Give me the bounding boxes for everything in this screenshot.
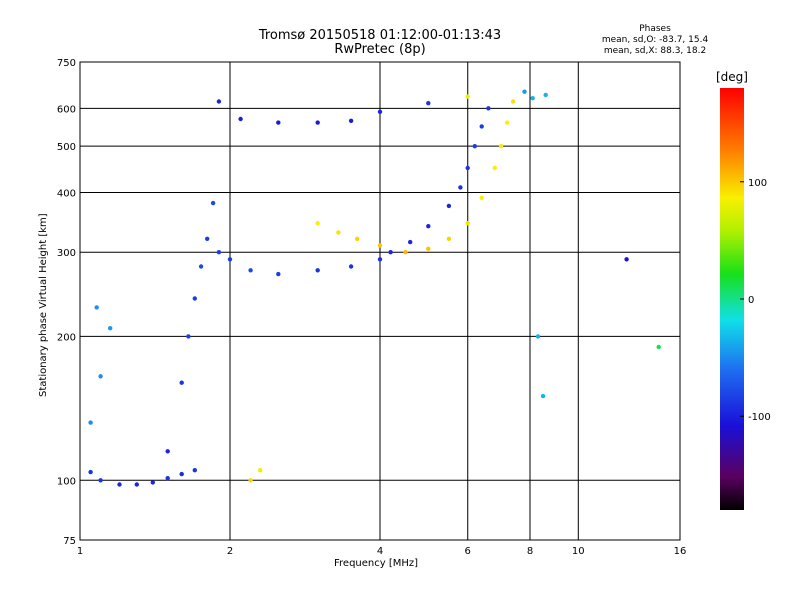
data-point bbox=[276, 271, 281, 277]
data-point bbox=[210, 200, 216, 206]
data-point bbox=[348, 264, 354, 269]
data-point bbox=[134, 482, 139, 487]
phase-stats-o: mean, sd,O: -83.7, 15.4 bbox=[601, 35, 709, 45]
data-point bbox=[522, 89, 527, 94]
x-tick-label: 1 bbox=[77, 546, 83, 557]
y-tick-label: 200 bbox=[57, 332, 76, 343]
y-tick-label: 500 bbox=[57, 142, 76, 153]
data-point bbox=[377, 257, 383, 262]
y-tick-label: 600 bbox=[57, 104, 76, 115]
data-point bbox=[248, 268, 253, 273]
data-point bbox=[403, 250, 408, 255]
data-point bbox=[543, 92, 548, 98]
data-point bbox=[88, 420, 93, 425]
data-point bbox=[446, 203, 452, 209]
data-point bbox=[465, 221, 470, 226]
y-tick-labels: 75 100 200 300 400 500 600 750 bbox=[57, 58, 76, 547]
data-point bbox=[94, 305, 99, 310]
data-point bbox=[98, 478, 103, 483]
data-point bbox=[377, 109, 383, 115]
x-tick-label: 2 bbox=[227, 546, 233, 557]
data-point bbox=[198, 264, 204, 269]
data-point bbox=[535, 334, 541, 339]
data-point bbox=[426, 101, 431, 106]
data-point bbox=[465, 165, 470, 171]
data-point bbox=[108, 326, 113, 331]
data-point bbox=[186, 334, 191, 339]
data-point bbox=[258, 468, 263, 473]
data-point bbox=[388, 250, 393, 255]
data-point bbox=[486, 106, 491, 111]
data-point bbox=[498, 144, 504, 149]
data-point bbox=[315, 268, 320, 273]
data-point bbox=[165, 449, 170, 454]
x-tick-label: 16 bbox=[674, 546, 687, 557]
y-tick-label: 100 bbox=[57, 476, 76, 487]
data-point bbox=[117, 482, 122, 487]
data-point bbox=[348, 118, 354, 124]
x-axis-label: Frequency [MHz] bbox=[334, 558, 419, 569]
chart-title: Tromsø 20150518 01:12:00-01:13:43 bbox=[258, 28, 502, 43]
data-point bbox=[479, 195, 484, 200]
data-point bbox=[355, 236, 360, 241]
data-point bbox=[227, 257, 233, 262]
data-point bbox=[315, 221, 320, 226]
colorbar-ticks: 100 0 -100 bbox=[740, 178, 771, 423]
data-point bbox=[150, 480, 155, 485]
data-point bbox=[179, 471, 184, 477]
x-tick-label: 10 bbox=[572, 546, 585, 557]
data-point bbox=[276, 120, 281, 125]
grid-layer bbox=[80, 62, 680, 540]
data-point bbox=[165, 476, 170, 481]
data-point bbox=[505, 120, 510, 125]
phase-stats-heading: Phases bbox=[639, 24, 671, 34]
data-point bbox=[216, 99, 222, 104]
data-point bbox=[192, 296, 197, 301]
y-tick-label: 75 bbox=[63, 536, 76, 547]
data-point bbox=[98, 374, 103, 379]
data-point bbox=[465, 94, 470, 99]
colorbar-tick-label: -100 bbox=[748, 412, 771, 423]
data-point bbox=[530, 96, 535, 101]
data-points bbox=[88, 89, 661, 487]
data-point bbox=[510, 99, 516, 104]
colorbar-unit: [deg] bbox=[716, 70, 748, 84]
data-point bbox=[492, 165, 497, 171]
y-tick-label: 750 bbox=[57, 58, 76, 69]
colorbar-tick-label: 100 bbox=[748, 178, 767, 189]
data-point bbox=[426, 224, 431, 229]
data-point bbox=[426, 246, 431, 251]
phase-stats-x: mean, sd,X: 88.3, 18.2 bbox=[603, 46, 707, 56]
x-tick-label: 8 bbox=[527, 546, 533, 557]
data-point bbox=[656, 344, 661, 350]
data-point bbox=[336, 230, 341, 235]
plot-frame bbox=[79, 61, 681, 541]
data-point bbox=[540, 393, 546, 399]
data-point bbox=[88, 469, 93, 475]
y-axis-label: Stationary phase Virtual Height [km] bbox=[38, 213, 49, 397]
data-point bbox=[315, 120, 320, 125]
x-tick-label: 6 bbox=[465, 546, 471, 557]
data-point bbox=[479, 124, 484, 129]
x-tick-labels: 1 2 4 6 8 10 16 bbox=[77, 546, 687, 557]
y-tick-label: 300 bbox=[57, 248, 76, 259]
data-point bbox=[248, 478, 253, 483]
data-point bbox=[238, 116, 243, 122]
colorbar-tick-label: 0 bbox=[748, 295, 754, 306]
data-point bbox=[216, 250, 222, 255]
data-point bbox=[446, 236, 452, 241]
data-point bbox=[458, 185, 463, 190]
data-point bbox=[192, 468, 197, 473]
data-point bbox=[377, 243, 383, 248]
chart-subtitle: RwPretec (8p) bbox=[334, 42, 426, 57]
data-point bbox=[624, 257, 629, 262]
x-tick-label: 4 bbox=[377, 546, 383, 557]
data-point bbox=[179, 380, 184, 385]
y-tick-label: 400 bbox=[57, 188, 76, 199]
data-point bbox=[472, 144, 477, 149]
data-point bbox=[205, 236, 210, 241]
data-point bbox=[408, 239, 413, 245]
